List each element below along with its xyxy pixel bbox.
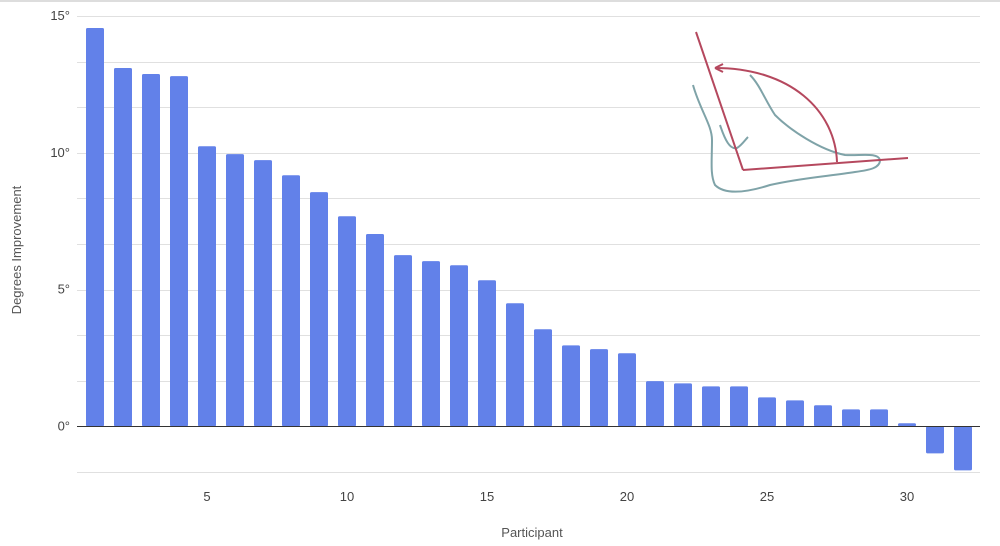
bar-participant-15: [478, 280, 496, 427]
x-tick-label: 25: [760, 489, 774, 504]
ankle-angle-diagram-icon: [692, 31, 909, 193]
bar-participant-25: [758, 397, 776, 427]
bar-participant-24: [730, 386, 748, 427]
bar-participant-17: [534, 329, 552, 427]
y-axis-label: Degrees Improvement: [9, 185, 24, 314]
bar-participant-13: [422, 261, 440, 427]
bar-participant-11: [366, 234, 384, 427]
bar-participant-22: [674, 383, 692, 427]
y-tick-label: 5°: [58, 282, 70, 297]
bar-participant-10: [338, 216, 356, 427]
bar-participant-5: [198, 146, 216, 427]
bar-participant-8: [282, 175, 300, 427]
bar-participant-14: [450, 265, 468, 427]
bars: [86, 28, 972, 471]
bar-participant-9: [310, 192, 328, 427]
bar-participant-1: [86, 28, 104, 427]
top-border: [0, 0, 1000, 2]
x-axis-label: Participant: [501, 525, 563, 540]
bar-participant-6: [226, 154, 244, 427]
x-tick-label: 10: [340, 489, 354, 504]
bar-participant-18: [562, 345, 580, 427]
bar-participant-3: [142, 73, 160, 427]
bar-participant-21: [646, 381, 664, 427]
x-tick-label: 20: [620, 489, 634, 504]
bar-participant-28: [842, 409, 860, 427]
bar-participant-2: [114, 67, 132, 427]
bar-participant-31: [926, 426, 944, 454]
x-tick-labels: 5 10 15 20 25 30: [203, 489, 914, 504]
bar-participant-30: [898, 423, 916, 427]
y-tick-label: 15°: [50, 8, 70, 23]
x-tick-label: 30: [900, 489, 914, 504]
bar-participant-23: [702, 386, 720, 427]
bar-participant-16: [506, 303, 524, 427]
bar-participant-26: [786, 400, 804, 427]
y-tick-label: 10°: [50, 145, 70, 160]
x-tick-label: 15: [480, 489, 494, 504]
y-tick-label: 0°: [58, 418, 70, 433]
bar-participant-20: [618, 353, 636, 427]
bar-participant-19: [590, 349, 608, 427]
x-tick-label: 5: [203, 489, 210, 504]
y-tick-labels: 0° 5° 10° 15°: [50, 8, 70, 433]
bar-participant-7: [254, 160, 272, 427]
bar-participant-27: [814, 405, 832, 427]
bar-participant-4: [170, 76, 188, 427]
bar-participant-12: [394, 255, 412, 427]
bar-participant-29: [870, 409, 888, 427]
bar-participant-32: [954, 426, 972, 471]
